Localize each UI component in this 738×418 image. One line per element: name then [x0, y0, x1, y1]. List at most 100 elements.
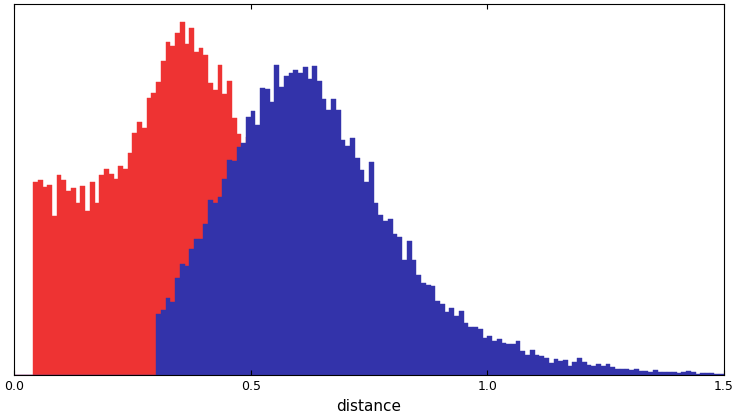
- Bar: [454, 316, 459, 375]
- Bar: [359, 170, 365, 375]
- Bar: [279, 194, 284, 375]
- Bar: [261, 184, 265, 375]
- Bar: [199, 239, 204, 375]
- Bar: [156, 314, 161, 375]
- Bar: [204, 224, 208, 375]
- Bar: [213, 203, 218, 375]
- Bar: [469, 327, 473, 375]
- Bar: [104, 169, 108, 375]
- Bar: [251, 177, 255, 375]
- Bar: [128, 153, 132, 375]
- Bar: [43, 187, 47, 375]
- Bar: [184, 44, 189, 375]
- Bar: [365, 183, 369, 375]
- Bar: [66, 191, 71, 375]
- Bar: [638, 371, 644, 375]
- Bar: [591, 366, 596, 375]
- Bar: [506, 344, 511, 375]
- Bar: [108, 174, 114, 375]
- Bar: [549, 363, 554, 375]
- Bar: [653, 370, 658, 375]
- Bar: [345, 146, 350, 375]
- Bar: [251, 111, 255, 375]
- Bar: [312, 66, 317, 375]
- Bar: [511, 344, 516, 375]
- Bar: [175, 278, 180, 375]
- Bar: [293, 70, 298, 375]
- Bar: [681, 372, 686, 375]
- Bar: [255, 125, 261, 375]
- Bar: [620, 370, 624, 375]
- Bar: [582, 362, 587, 375]
- Bar: [208, 83, 213, 375]
- Bar: [558, 361, 563, 375]
- Bar: [630, 370, 634, 375]
- Bar: [719, 374, 724, 375]
- Bar: [142, 128, 147, 375]
- Bar: [289, 73, 293, 375]
- Bar: [492, 341, 497, 375]
- Bar: [194, 240, 199, 375]
- Bar: [275, 65, 279, 375]
- Bar: [563, 360, 568, 375]
- Bar: [577, 359, 582, 375]
- Bar: [700, 373, 705, 375]
- Bar: [204, 55, 208, 375]
- Bar: [379, 215, 383, 375]
- Bar: [222, 94, 227, 375]
- Bar: [180, 264, 184, 375]
- Bar: [322, 99, 326, 375]
- Bar: [232, 118, 237, 375]
- Bar: [520, 351, 525, 375]
- Bar: [421, 283, 426, 375]
- Bar: [218, 197, 222, 375]
- Bar: [648, 372, 653, 375]
- Bar: [388, 219, 393, 375]
- Bar: [554, 359, 558, 375]
- Bar: [317, 81, 322, 375]
- Bar: [530, 350, 534, 375]
- Bar: [677, 373, 681, 375]
- Bar: [246, 117, 251, 375]
- Bar: [308, 79, 312, 375]
- Bar: [573, 362, 577, 375]
- Bar: [355, 158, 359, 375]
- Bar: [587, 365, 591, 375]
- Bar: [90, 182, 94, 375]
- Bar: [473, 327, 478, 375]
- Bar: [525, 355, 530, 375]
- Bar: [336, 110, 341, 375]
- Bar: [161, 310, 165, 375]
- Bar: [241, 150, 246, 375]
- Bar: [57, 175, 61, 375]
- Bar: [76, 202, 80, 375]
- Bar: [275, 194, 279, 375]
- Bar: [303, 67, 308, 375]
- Bar: [407, 241, 412, 375]
- Bar: [350, 138, 355, 375]
- Bar: [175, 33, 180, 375]
- Bar: [222, 178, 227, 375]
- Bar: [710, 373, 714, 375]
- Bar: [534, 355, 539, 375]
- Bar: [269, 173, 275, 375]
- Bar: [132, 133, 137, 375]
- Bar: [601, 366, 606, 375]
- Bar: [71, 188, 76, 375]
- Bar: [38, 180, 43, 375]
- Bar: [118, 166, 123, 375]
- Bar: [497, 339, 502, 375]
- Bar: [189, 28, 194, 375]
- Bar: [269, 102, 275, 375]
- Bar: [114, 178, 118, 375]
- Bar: [123, 169, 128, 375]
- Bar: [658, 372, 663, 375]
- Bar: [261, 88, 265, 375]
- Bar: [47, 185, 52, 375]
- Bar: [459, 311, 463, 375]
- Bar: [265, 89, 269, 375]
- Bar: [137, 122, 142, 375]
- Bar: [279, 87, 284, 375]
- Bar: [189, 250, 194, 375]
- Bar: [208, 200, 213, 375]
